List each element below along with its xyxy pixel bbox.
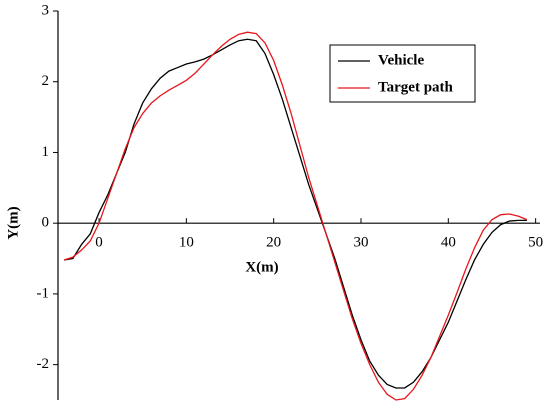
legend-label: Vehicle [378, 52, 424, 68]
y-tick-label: 1 [42, 144, 50, 160]
x-tick-label: 20 [266, 235, 281, 251]
line-series [63, 31, 528, 401]
y-tick-label: -2 [37, 356, 50, 372]
x-tick-label: 10 [179, 235, 194, 251]
legend-label: Target path [378, 79, 454, 95]
x-tick-label: 0 [95, 235, 103, 251]
x-tick-label: 50 [528, 235, 543, 251]
x-tick-label: 40 [441, 235, 456, 251]
legend-box [329, 44, 476, 103]
y-tick-label: 2 [42, 73, 50, 89]
x-tick-label: 30 [353, 235, 368, 251]
y-tick-label: 0 [42, 215, 50, 231]
x-axis-title: X(m) [245, 259, 278, 275]
line-series [64, 38, 527, 389]
y-tick-label: 3 [42, 2, 50, 18]
y-tick-label: -1 [37, 285, 50, 301]
y-axis-title: Y(m) [5, 206, 21, 239]
